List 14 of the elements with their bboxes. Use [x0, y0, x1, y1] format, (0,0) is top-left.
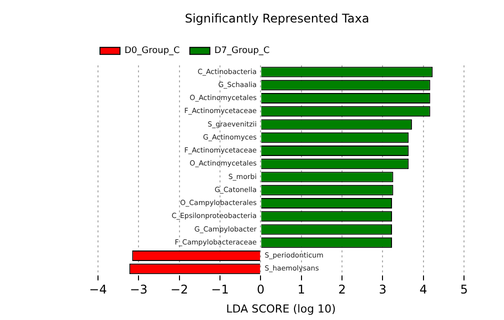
- x-tick-label: −2: [170, 282, 188, 297]
- x-tick-label: −4: [89, 282, 107, 297]
- x-tick-label: 1: [298, 282, 306, 297]
- chart-title: Significantly Represented Taxa: [184, 11, 370, 26]
- legend-label: D0_Group_C: [124, 46, 180, 56]
- x-tick-label: 3: [378, 282, 386, 297]
- x-tick-label: −3: [130, 282, 148, 297]
- x-axis-title: LDA SCORE (log 10): [226, 302, 336, 316]
- legend-label: D7_Group_C: [214, 46, 270, 56]
- x-tick-label: 0: [256, 282, 264, 297]
- x-tick-label: 4: [420, 282, 428, 297]
- x-tick-label: 2: [338, 282, 346, 297]
- x-tick-label: −1: [211, 282, 229, 297]
- x-tick-label: 5: [460, 282, 468, 297]
